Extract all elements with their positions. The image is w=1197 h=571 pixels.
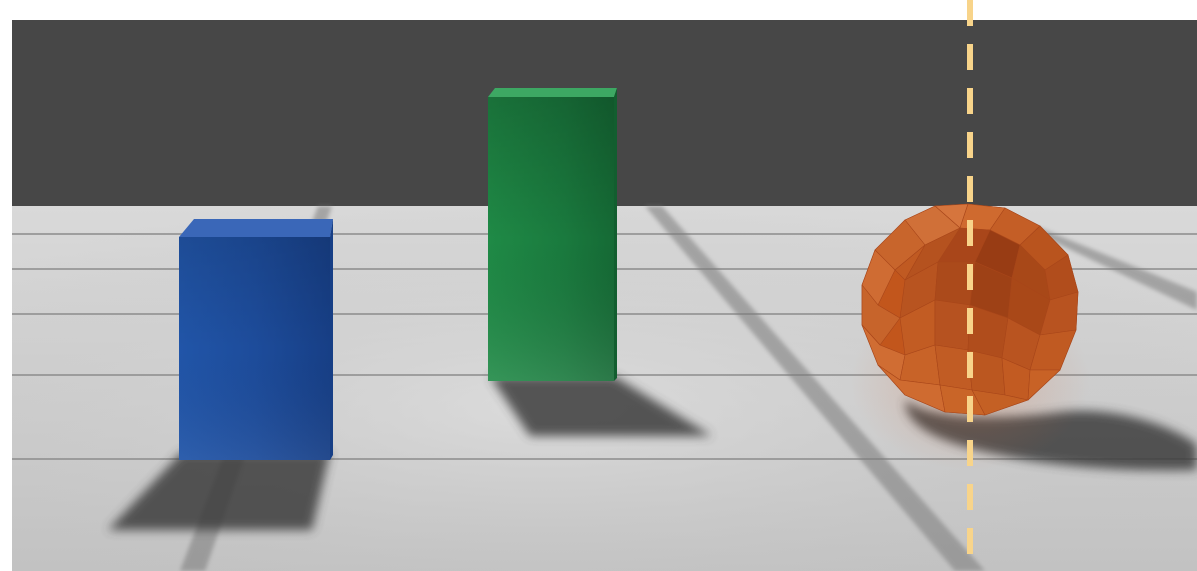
green-box bbox=[488, 88, 617, 381]
blue-box-shadow bbox=[108, 452, 330, 530]
green-box-shadow bbox=[490, 376, 712, 436]
blue-box bbox=[179, 219, 333, 460]
